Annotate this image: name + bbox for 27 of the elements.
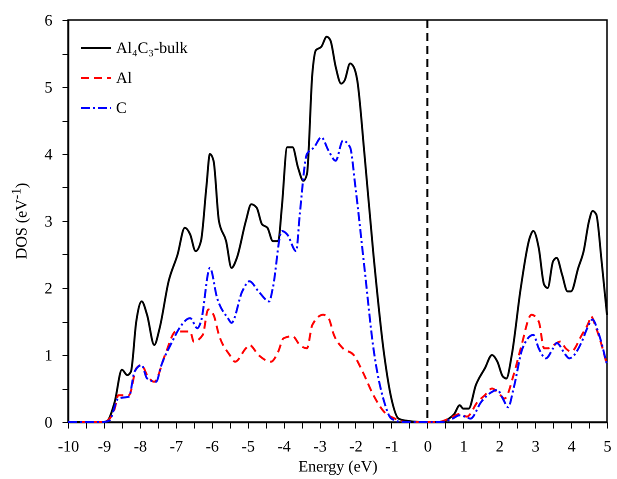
x-tick-label: -3 [313, 438, 327, 456]
x-tick-label: -6 [206, 438, 219, 456]
y-tick-label: 4 [44, 146, 52, 164]
x-tick-label: -10 [58, 438, 80, 456]
x-axis-title: Energy (eV) [298, 458, 378, 476]
x-tick-label: -9 [98, 438, 112, 456]
y-tick-label: 3 [44, 214, 52, 230]
x-tick-label: -4 [277, 438, 291, 456]
x-tick-label: 0 [424, 438, 432, 456]
x-tick-label: 2 [496, 438, 504, 456]
y-tick-label: 2 [44, 280, 52, 298]
y-tick-label: 5 [44, 80, 52, 96]
x-tick-label: -2 [349, 438, 363, 456]
x-tick-label: 4 [568, 438, 576, 456]
x-tick-label: 3 [532, 438, 540, 456]
legend-label: Al₄C₃-bulk [116, 40, 188, 57]
x-tick-label: -8 [134, 438, 148, 456]
y-tick-label: 6 [44, 12, 52, 30]
x-tick-label: 5 [604, 438, 612, 456]
x-tick-label: -7 [170, 438, 183, 456]
y-tick-label: 1 [44, 348, 52, 364]
y-tick-label: 0 [44, 414, 52, 432]
x-tick-label: -5 [242, 438, 255, 456]
legend-label: Al [116, 70, 133, 87]
x-tick-label: -1 [385, 438, 399, 456]
x-tick-label: 1 [460, 438, 468, 456]
legend-label: C [116, 100, 127, 117]
